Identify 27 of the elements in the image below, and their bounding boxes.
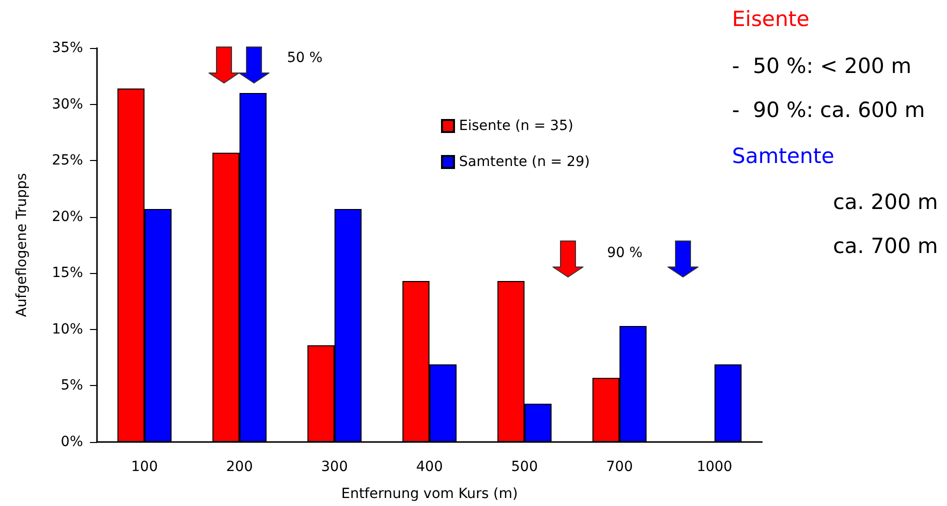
x-tick-label: 700 — [606, 459, 633, 475]
text: ca. 200 m — [833, 190, 938, 214]
text: ca. 700 m — [833, 234, 938, 258]
annotation: - 90 %: ca. 600 m — [732, 98, 926, 122]
x-tick-label: 1000 — [696, 459, 732, 475]
y-axis-title: Aufgeflogene Trupps — [14, 173, 30, 317]
y-tick-label: 25% — [52, 152, 83, 169]
text: Eisente — [732, 7, 810, 31]
annotation: 90 % — [607, 245, 643, 261]
annotation: - 50 %: < 200 m — [732, 54, 912, 78]
x-axis-title: Entfernung vom Kurs (m) — [341, 486, 518, 502]
y-tick-label: 15% — [52, 265, 83, 282]
legend-label: Eisente (n = 35) — [459, 118, 574, 134]
y-tick-label: 0% — [60, 434, 83, 450]
y-tick-label: 35% — [52, 40, 83, 56]
annotation: Samtente — [732, 144, 834, 168]
y-tick-label: 5% — [60, 378, 83, 394]
annotation: 50 % — [287, 50, 323, 66]
y-tick-label: 30% — [52, 96, 83, 112]
y-tick-label: 20% — [52, 208, 83, 225]
x-tick-label: 200 — [226, 459, 253, 475]
y-tick-label: 10% — [52, 321, 83, 338]
x-tick-label: 400 — [416, 459, 443, 475]
x-tick-label: 300 — [321, 459, 348, 475]
x-tick-label: 500 — [511, 459, 538, 475]
x-tick-label: 100 — [131, 459, 158, 475]
legend-label: Samtente (n = 29) — [459, 154, 590, 170]
